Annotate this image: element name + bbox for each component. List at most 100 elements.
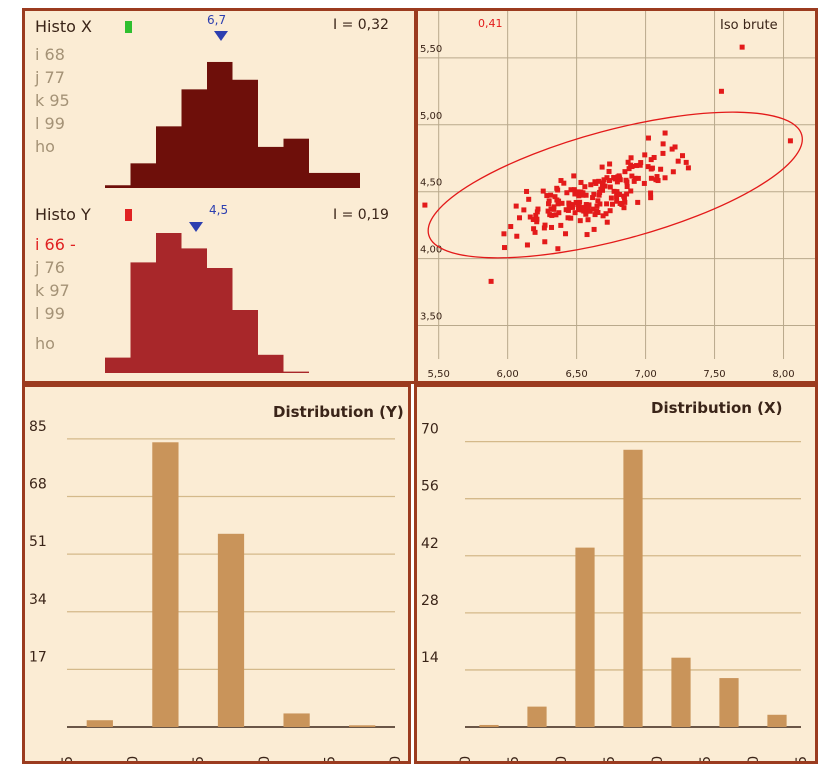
- distribution-x-bar-1: [527, 706, 547, 727]
- scatter-point-115: [566, 205, 572, 211]
- scatter-point-173: [648, 190, 654, 196]
- histo-x-row-ho[interactable]: ho: [35, 137, 55, 156]
- distribution-y-x-tick-5: 6,0: [388, 756, 404, 764]
- scatter-y-tick-1: 5,00: [420, 111, 442, 122]
- distribution-x-bar-4: [671, 657, 691, 727]
- scatter-y-tick-2: 4,50: [420, 178, 442, 189]
- scatter-point-48: [632, 175, 638, 181]
- histo-x-bar-5: [232, 79, 258, 188]
- scatter-mode-label[interactable]: Iso brute: [720, 18, 778, 33]
- scatter-point-114: [533, 212, 539, 218]
- scatter-point-0: [559, 200, 565, 206]
- scatter-point-33: [592, 212, 598, 218]
- scatter-point-47: [642, 152, 648, 158]
- scatter-point-186: [615, 174, 621, 180]
- scatter-plot[interactable]: 5,50 6,00 6,50 7,00 7,50 8,00 5,50 5,00 4,50 4,00…: [418, 11, 818, 384]
- distribution-y-x-tick-1: 4,0: [126, 756, 142, 764]
- scatter-point-176: [637, 162, 643, 168]
- histo-x-marker-icon[interactable]: [214, 31, 228, 41]
- histo-y-row-j[interactable]: j 76: [35, 258, 65, 277]
- histo-y-bar-5: [232, 310, 258, 373]
- scatter-point-189: [568, 215, 574, 221]
- scatter-point-64: [614, 198, 620, 204]
- histo-y-row-i[interactable]: i 66 -: [35, 235, 76, 254]
- scatter-point-112: [595, 198, 601, 204]
- scatter-point-178: [624, 184, 630, 190]
- histo-y-marker-icon[interactable]: [189, 222, 203, 232]
- histo-x-bar-9: [334, 172, 360, 188]
- scatter-point-62: [645, 164, 651, 170]
- scatter-point-129: [683, 159, 689, 165]
- scatter-point-74: [604, 201, 610, 207]
- scatter-point-111: [580, 192, 586, 198]
- scatter-point-158: [534, 216, 540, 222]
- scatter-point-130: [588, 182, 594, 188]
- scatter-point-77: [648, 175, 654, 181]
- scatter-point-153: [582, 184, 588, 190]
- histo-y-marker-value: 4,5: [209, 203, 229, 217]
- histo-x-row-j[interactable]: j 77: [35, 68, 65, 87]
- distribution-y-y-tick-3: 34: [29, 592, 47, 608]
- distribution-x-y-tick-4: 14: [421, 650, 439, 666]
- scatter-point-118: [648, 195, 654, 201]
- scatter-point-28: [628, 188, 634, 194]
- scatter-point-147: [621, 205, 627, 211]
- histo-x-row-k[interactable]: k 95: [35, 91, 70, 110]
- scatter-point-13: [606, 168, 612, 174]
- histo-x-row-l[interactable]: l 99: [35, 114, 65, 133]
- histo-y-row-l[interactable]: l 99: [35, 304, 65, 323]
- scatter-point-145: [610, 201, 616, 207]
- scatter-point-65: [635, 199, 641, 205]
- scatter-point-174: [583, 211, 589, 217]
- distribution-x-y-tick-0: 70: [421, 422, 439, 438]
- scatter-point-78: [602, 183, 608, 189]
- scatter-outlier-1: [739, 44, 745, 50]
- scatter-point-172: [571, 187, 577, 193]
- distribution-x-bar-5: [719, 678, 739, 727]
- scatter-point-23: [614, 179, 620, 185]
- scatter-outlier-0: [422, 202, 428, 208]
- scatter-point-155: [599, 183, 605, 189]
- scatter-point-94: [547, 212, 553, 218]
- scatter-point-69: [578, 179, 584, 185]
- scatter-point-92: [541, 225, 547, 231]
- distribution-x-y-tick-2: 42: [421, 536, 439, 552]
- scatter-point-125: [593, 180, 599, 186]
- distribution-y-bar-1: [152, 442, 179, 727]
- scatter-point-95: [641, 180, 647, 186]
- histo-x-bar-7: [283, 138, 309, 188]
- scatter-point-20: [570, 204, 576, 210]
- scatter-point-187: [648, 166, 654, 172]
- scatter-point-134: [672, 144, 678, 150]
- scatter-point-132: [526, 196, 532, 202]
- scatter-point-171: [575, 189, 581, 195]
- scatter-point-169: [600, 180, 606, 186]
- scatter-point-157: [660, 150, 666, 156]
- distribution-x-title: Distribution (X): [651, 399, 783, 417]
- scatter-point-70: [501, 231, 507, 237]
- distribution-y-x-tick-0: 3,5: [60, 756, 76, 764]
- scatter-x-tick-0: 5,50: [428, 369, 450, 380]
- scatter-point-37: [597, 189, 603, 195]
- scatter-point-180: [654, 174, 660, 180]
- histo-y-row-ho[interactable]: ho: [35, 334, 55, 353]
- scatter-point-35: [628, 155, 634, 161]
- histo-y-bar-7: [283, 371, 309, 373]
- scatter-outlier-5: [787, 138, 793, 144]
- scatter-point-164: [513, 203, 519, 209]
- scatter-point-108: [572, 191, 578, 197]
- histo-y-bar-3: [181, 248, 207, 373]
- scatter-point-117: [651, 154, 657, 160]
- histo-y-row-k[interactable]: k 97: [35, 281, 70, 300]
- scatter-point-170: [548, 192, 554, 198]
- scatter-point-123: [612, 176, 618, 182]
- scatter-point-45: [514, 233, 520, 239]
- scatter-point-150: [629, 164, 635, 170]
- scatter-point-55: [590, 195, 596, 201]
- scatter-point-53: [566, 200, 572, 206]
- scatter-point-136: [530, 217, 536, 223]
- scatter-point-68: [680, 153, 686, 159]
- scatter-point-85: [578, 189, 584, 195]
- scatter-point-148: [581, 208, 587, 214]
- histo-x-row-i[interactable]: i 68: [35, 45, 65, 64]
